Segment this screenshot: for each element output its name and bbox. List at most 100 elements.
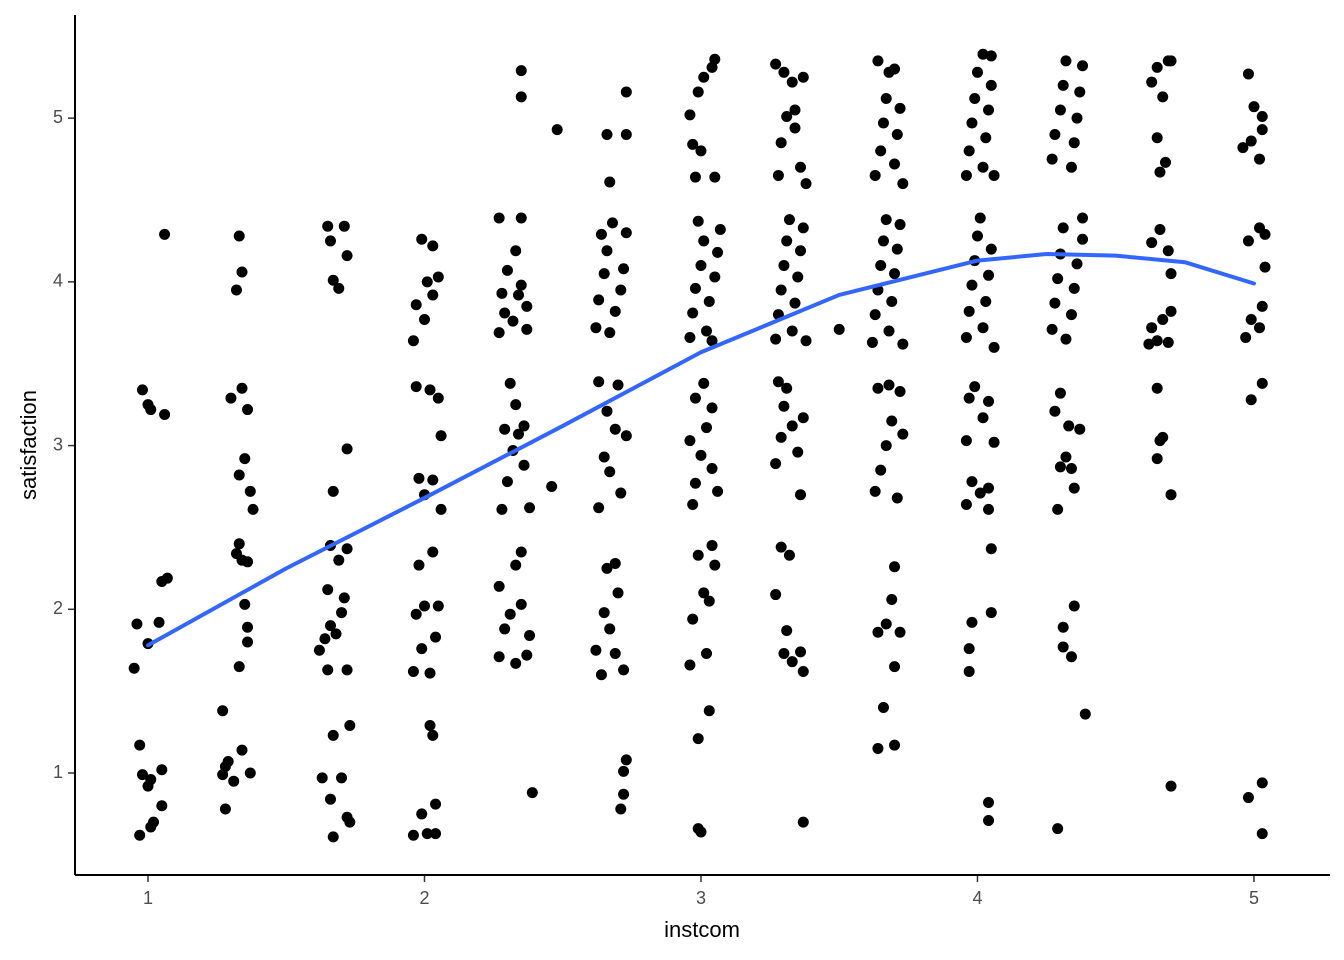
point — [233, 538, 245, 550]
point — [706, 335, 718, 347]
point — [1162, 245, 1174, 257]
point — [601, 245, 613, 257]
point — [698, 377, 710, 389]
point — [797, 71, 809, 83]
point — [1060, 55, 1072, 67]
point — [145, 404, 157, 416]
point — [228, 775, 240, 787]
point — [886, 415, 898, 427]
point — [1245, 135, 1257, 147]
point — [515, 91, 527, 103]
point — [518, 420, 530, 432]
point — [781, 625, 793, 637]
point — [689, 477, 701, 489]
point — [427, 729, 439, 741]
point — [430, 798, 442, 810]
point — [689, 171, 701, 183]
point — [1068, 482, 1080, 494]
point — [872, 382, 884, 394]
point — [618, 664, 630, 676]
point — [983, 269, 995, 281]
point — [983, 395, 995, 407]
point — [521, 300, 533, 312]
point — [1057, 621, 1069, 633]
point — [778, 400, 790, 412]
point — [1151, 335, 1163, 347]
point — [236, 744, 248, 756]
point — [983, 814, 995, 826]
point — [499, 423, 511, 435]
point — [709, 271, 721, 283]
point — [983, 796, 995, 808]
point — [692, 733, 704, 745]
point — [507, 315, 519, 327]
point — [1256, 377, 1268, 389]
point — [493, 327, 505, 339]
point — [891, 492, 903, 504]
point — [1151, 453, 1163, 465]
point — [1146, 237, 1158, 249]
point — [217, 705, 229, 717]
point — [971, 230, 983, 242]
point — [886, 296, 898, 308]
point — [1242, 68, 1254, 80]
point — [889, 158, 901, 170]
point — [980, 296, 992, 308]
point — [703, 595, 715, 607]
point — [493, 212, 505, 224]
point — [341, 250, 353, 262]
point — [889, 739, 901, 751]
point — [786, 420, 798, 432]
point — [703, 296, 715, 308]
point — [1245, 394, 1257, 406]
point — [515, 279, 527, 291]
point — [869, 309, 881, 321]
point — [1077, 212, 1089, 224]
point — [515, 65, 527, 77]
point — [546, 481, 558, 493]
point — [601, 129, 613, 141]
point — [156, 764, 168, 776]
point — [985, 79, 997, 91]
point — [410, 299, 422, 311]
point — [222, 756, 234, 768]
point — [783, 549, 795, 561]
point — [786, 76, 798, 88]
point — [889, 561, 901, 573]
point — [781, 382, 793, 394]
point — [244, 767, 256, 779]
point — [242, 556, 254, 568]
point — [894, 626, 906, 638]
point — [1074, 86, 1086, 98]
point — [1237, 142, 1249, 154]
point — [687, 613, 699, 625]
point — [501, 264, 513, 276]
point — [618, 263, 630, 275]
point — [618, 765, 630, 777]
point — [883, 325, 895, 337]
point — [1165, 489, 1177, 501]
point — [612, 379, 624, 391]
point — [701, 325, 713, 337]
point — [593, 294, 605, 306]
point — [883, 379, 895, 391]
point — [242, 404, 254, 416]
x-tick-label: 2 — [419, 888, 429, 908]
point — [698, 71, 710, 83]
point — [980, 132, 992, 144]
point — [960, 332, 972, 344]
point — [424, 384, 436, 396]
point — [698, 235, 710, 247]
point — [609, 305, 621, 317]
point — [159, 228, 171, 240]
point — [701, 422, 713, 434]
point — [604, 466, 616, 478]
point — [977, 412, 989, 424]
point — [1046, 323, 1058, 335]
point — [1077, 233, 1089, 245]
point — [983, 104, 995, 116]
point — [1151, 132, 1163, 144]
point — [128, 662, 140, 674]
point — [1151, 61, 1163, 73]
x-tick-label: 5 — [1249, 888, 1259, 908]
